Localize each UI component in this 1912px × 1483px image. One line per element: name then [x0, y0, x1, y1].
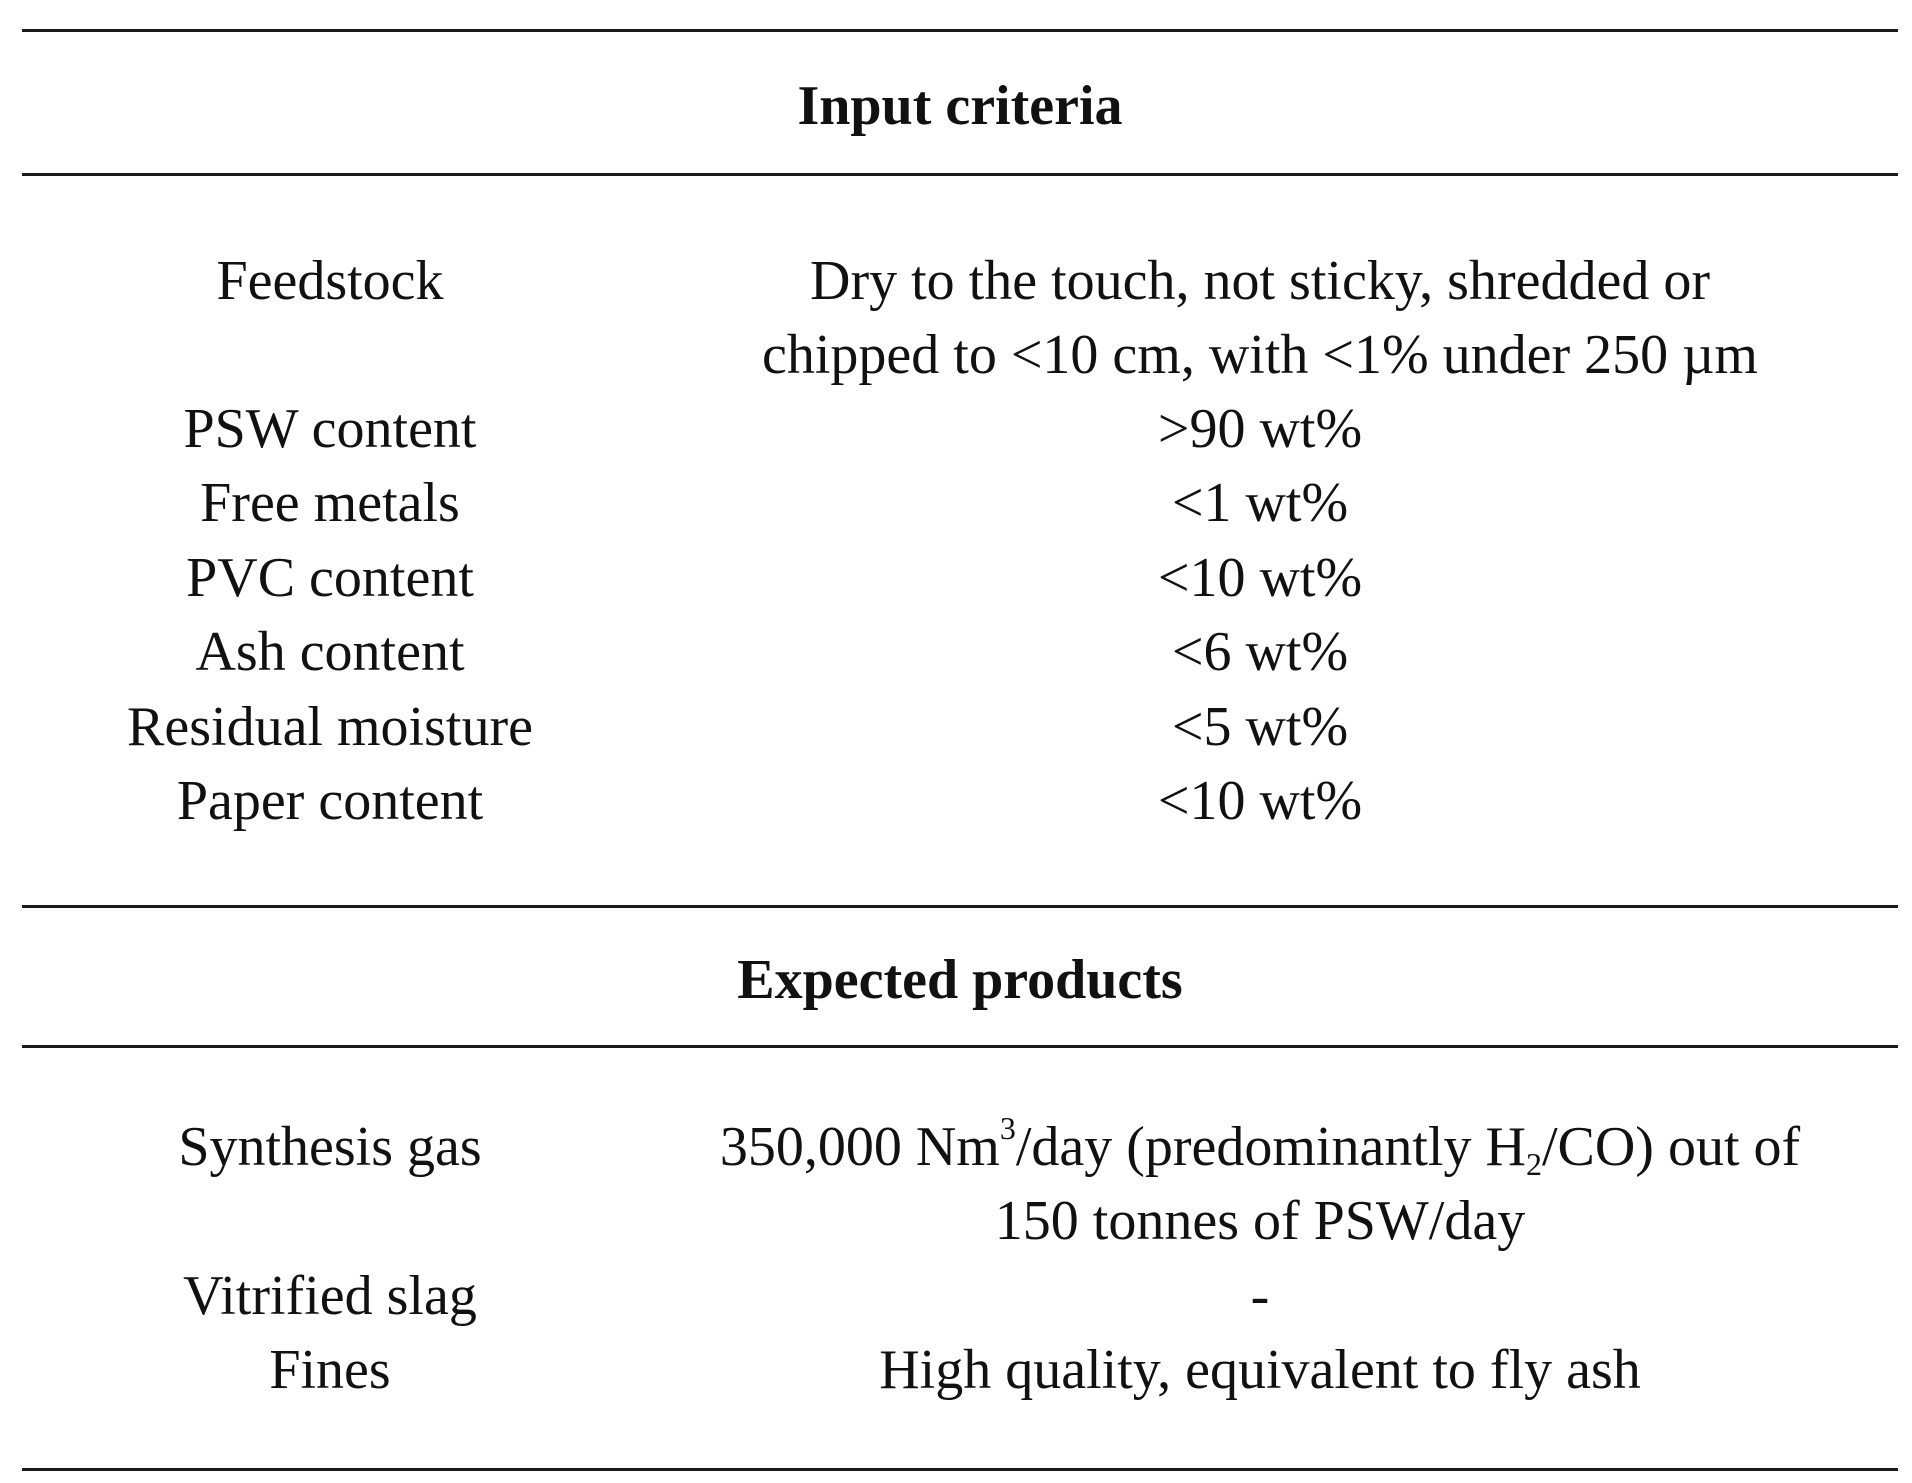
row-value-free-metals: <1 wt% [1171, 472, 1349, 534]
row-value-vitrified-slag: - [1250, 1265, 1270, 1327]
input-header-rule [22, 173, 1898, 176]
bottom-rule [22, 1468, 1898, 1471]
row-value-pvc-content: <10 wt% [1157, 547, 1363, 609]
row-value-ash-content: <6 wt% [1171, 621, 1349, 683]
syngas-superscript: 3 [999, 1110, 1016, 1146]
row-label-psw-content: PSW content [183, 398, 477, 460]
row-label-feedstock: Feedstock [216, 250, 444, 312]
row-value-paper-content: <10 wt% [1157, 770, 1363, 832]
section-title-input-criteria: Input criteria [797, 75, 1123, 137]
row-value-residual-moisture: <5 wt% [1171, 696, 1349, 758]
row-label-synthesis-gas: Synthesis gas [178, 1116, 482, 1178]
row-label-pvc-content: PVC content [186, 547, 474, 609]
row-value-psw-content: >90 wt% [1157, 398, 1363, 460]
syngas-subscript: 2 [1525, 1146, 1542, 1182]
syngas-text-c: /CO) out of [1541, 1116, 1801, 1178]
row-label-ash-content: Ash content [195, 621, 465, 683]
row-value-feedstock-line1: Dry to the touch, not sticky, shredded o… [810, 250, 1710, 312]
syngas-text-a: 350,000 Nm [719, 1116, 1000, 1178]
row-label-vitrified-slag: Vitrified slag [183, 1265, 477, 1327]
input-section-bottom-rule [22, 905, 1898, 908]
row-label-paper-content: Paper content [176, 770, 484, 832]
row-label-residual-moisture: Residual moisture [127, 696, 533, 758]
section-title-expected-products: Expected products [737, 949, 1183, 1011]
row-value-synthesis-gas-line1: 350,000 Nm3/day (predominantly H2/CO) ou… [620, 1110, 1900, 1184]
row-value-feedstock-line2: chipped to <10 cm, with <1% under 250 µm [762, 324, 1758, 386]
top-rule [22, 29, 1898, 32]
row-value-synthesis-gas-line2: 150 tonnes of PSW/day [994, 1190, 1526, 1252]
row-value-fines: High quality, equivalent to fly ash [879, 1339, 1641, 1401]
row-label-fines: Fines [269, 1339, 391, 1401]
row-label-free-metals: Free metals [200, 472, 460, 534]
syngas-text-b: /day (predominantly H [1015, 1116, 1526, 1178]
products-header-rule [22, 1045, 1898, 1048]
